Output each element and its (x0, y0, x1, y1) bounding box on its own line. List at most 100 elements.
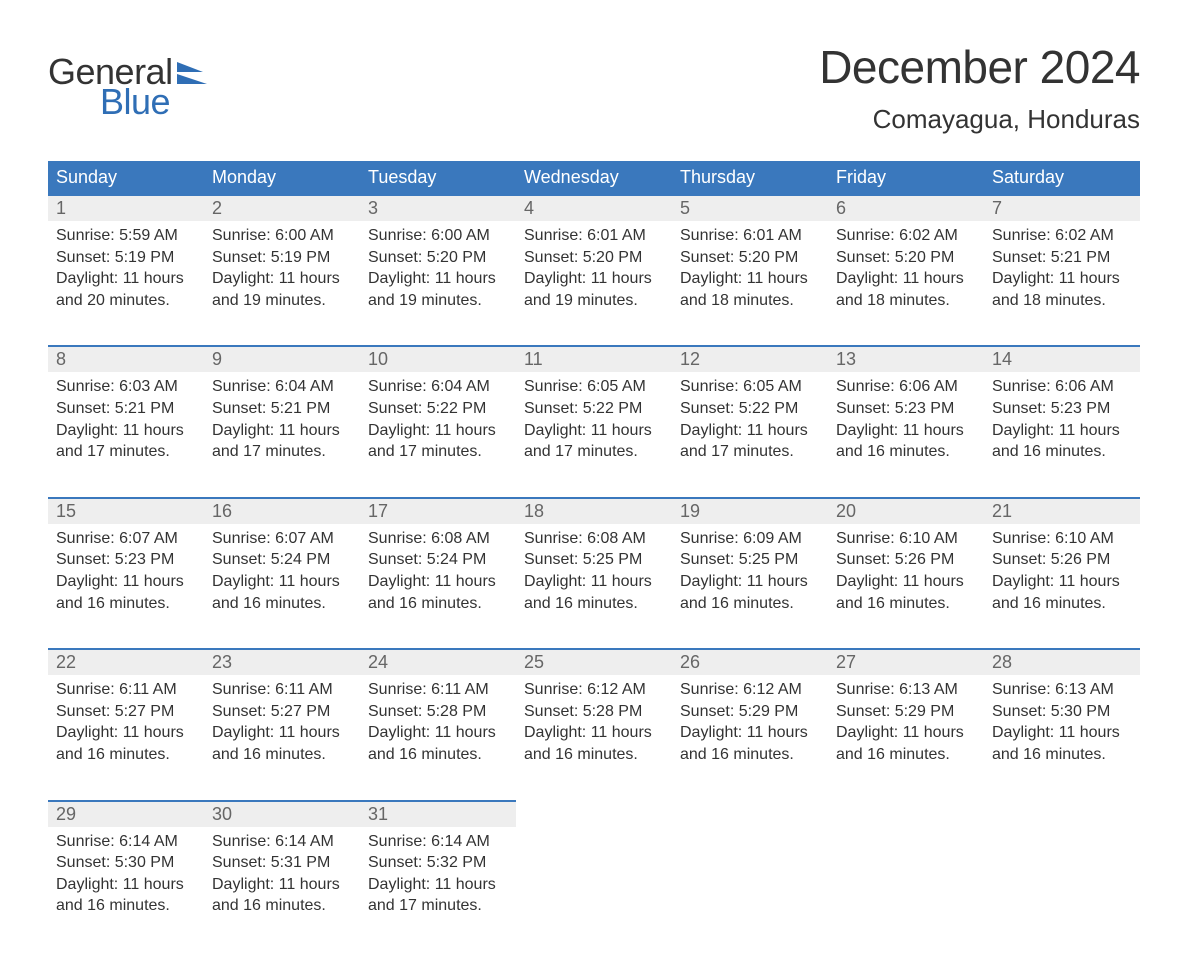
sunrise-text: Sunrise: 6:02 AM (992, 225, 1132, 247)
sunset-text: Sunset: 5:20 PM (524, 247, 664, 269)
sunrise-text: Sunrise: 6:04 AM (368, 376, 508, 398)
sunrise-text: Sunrise: 6:02 AM (836, 225, 976, 247)
daylight-text-line1: Daylight: 11 hours (836, 268, 976, 290)
sunrise-text: Sunrise: 6:14 AM (368, 831, 508, 853)
calendar-cell: 15Sunrise: 6:07 AMSunset: 5:23 PMDayligh… (48, 497, 204, 636)
day-number: 3 (360, 196, 516, 221)
daylight-text-line1: Daylight: 11 hours (56, 420, 196, 442)
sunset-text: Sunset: 5:21 PM (212, 398, 352, 420)
sunset-text: Sunset: 5:26 PM (992, 549, 1132, 571)
daylight-text-line1: Daylight: 11 hours (212, 722, 352, 744)
day-details: Sunrise: 6:07 AMSunset: 5:23 PMDaylight:… (48, 524, 204, 636)
day-number: 8 (48, 347, 204, 372)
daylight-text-line1: Daylight: 11 hours (524, 268, 664, 290)
daylight-text-line2: and 16 minutes. (368, 593, 508, 615)
day-number: 29 (48, 802, 204, 827)
sunrise-text: Sunrise: 6:12 AM (680, 679, 820, 701)
sunset-text: Sunset: 5:25 PM (680, 549, 820, 571)
daylight-text-line2: and 16 minutes. (836, 441, 976, 463)
daylight-text-line2: and 18 minutes. (836, 290, 976, 312)
daylight-text-line2: and 17 minutes. (56, 441, 196, 463)
sunrise-text: Sunrise: 6:06 AM (836, 376, 976, 398)
daylight-text-line1: Daylight: 11 hours (836, 722, 976, 744)
day-number: 11 (516, 347, 672, 372)
title-block: December 2024 Comayagua, Honduras (819, 40, 1140, 135)
day-number: 24 (360, 650, 516, 675)
sunset-text: Sunset: 5:19 PM (56, 247, 196, 269)
calendar-cell: 12Sunrise: 6:05 AMSunset: 5:22 PMDayligh… (672, 345, 828, 484)
sunset-text: Sunset: 5:20 PM (836, 247, 976, 269)
calendar-week-row: 22Sunrise: 6:11 AMSunset: 5:27 PMDayligh… (48, 648, 1140, 787)
daylight-text-line2: and 16 minutes. (680, 593, 820, 615)
sunrise-text: Sunrise: 6:11 AM (56, 679, 196, 701)
calendar-cell: 22Sunrise: 6:11 AMSunset: 5:27 PMDayligh… (48, 648, 204, 787)
day-number: 7 (984, 196, 1140, 221)
sunrise-text: Sunrise: 6:07 AM (212, 528, 352, 550)
calendar-cell: 25Sunrise: 6:12 AMSunset: 5:28 PMDayligh… (516, 648, 672, 787)
sunset-text: Sunset: 5:25 PM (524, 549, 664, 571)
day-details: Sunrise: 6:00 AMSunset: 5:20 PMDaylight:… (360, 221, 516, 333)
daylight-text-line1: Daylight: 11 hours (368, 571, 508, 593)
day-details: Sunrise: 6:11 AMSunset: 5:28 PMDaylight:… (360, 675, 516, 787)
daylight-text-line2: and 16 minutes. (836, 593, 976, 615)
daylight-text-line1: Daylight: 11 hours (56, 571, 196, 593)
day-details: Sunrise: 6:09 AMSunset: 5:25 PMDaylight:… (672, 524, 828, 636)
daylight-text-line1: Daylight: 11 hours (212, 571, 352, 593)
calendar-week-row: 8Sunrise: 6:03 AMSunset: 5:21 PMDaylight… (48, 345, 1140, 484)
daylight-text-line2: and 16 minutes. (992, 744, 1132, 766)
daylight-text-line1: Daylight: 11 hours (212, 268, 352, 290)
sunset-text: Sunset: 5:28 PM (524, 701, 664, 723)
sunset-text: Sunset: 5:21 PM (56, 398, 196, 420)
day-header: Friday (828, 161, 984, 194)
day-number: 21 (984, 499, 1140, 524)
sunset-text: Sunset: 5:32 PM (368, 852, 508, 874)
calendar-cell: 1Sunrise: 5:59 AMSunset: 5:19 PMDaylight… (48, 194, 204, 333)
calendar-week-row: 15Sunrise: 6:07 AMSunset: 5:23 PMDayligh… (48, 497, 1140, 636)
day-details: Sunrise: 6:14 AMSunset: 5:32 PMDaylight:… (360, 827, 516, 939)
day-header: Thursday (672, 161, 828, 194)
sunrise-text: Sunrise: 6:08 AM (368, 528, 508, 550)
calendar-cell: 17Sunrise: 6:08 AMSunset: 5:24 PMDayligh… (360, 497, 516, 636)
day-details: Sunrise: 6:10 AMSunset: 5:26 PMDaylight:… (828, 524, 984, 636)
sunset-text: Sunset: 5:23 PM (992, 398, 1132, 420)
calendar-cell: 26Sunrise: 6:12 AMSunset: 5:29 PMDayligh… (672, 648, 828, 787)
day-details: Sunrise: 6:01 AMSunset: 5:20 PMDaylight:… (672, 221, 828, 333)
daylight-text-line1: Daylight: 11 hours (836, 571, 976, 593)
row-spacer (48, 333, 1140, 345)
sunrise-text: Sunrise: 6:04 AM (212, 376, 352, 398)
daylight-text-line2: and 16 minutes. (56, 593, 196, 615)
page: General Blue December 2024 Comayagua, Ho… (0, 0, 1188, 979)
day-number: 26 (672, 650, 828, 675)
day-details: Sunrise: 6:04 AMSunset: 5:22 PMDaylight:… (360, 372, 516, 484)
day-details: Sunrise: 6:11 AMSunset: 5:27 PMDaylight:… (204, 675, 360, 787)
calendar-cell: 6Sunrise: 6:02 AMSunset: 5:20 PMDaylight… (828, 194, 984, 333)
sunrise-text: Sunrise: 6:07 AM (56, 528, 196, 550)
day-details: Sunrise: 6:04 AMSunset: 5:21 PMDaylight:… (204, 372, 360, 484)
daylight-text-line2: and 18 minutes. (680, 290, 820, 312)
row-spacer (48, 788, 1140, 800)
calendar-cell: 10Sunrise: 6:04 AMSunset: 5:22 PMDayligh… (360, 345, 516, 484)
calendar-cell: 7 Sunrise: 6:02 AMSunset: 5:21 PMDaylight… (984, 194, 1140, 333)
day-number: 1 (48, 196, 204, 221)
calendar-cell: 23Sunrise: 6:11 AMSunset: 5:27 PMDayligh… (204, 648, 360, 787)
sunset-text: Sunset: 5:24 PM (212, 549, 352, 571)
calendar-cell: 16Sunrise: 6:07 AMSunset: 5:24 PMDayligh… (204, 497, 360, 636)
day-details: Sunrise: 6:00 AMSunset: 5:19 PMDaylight:… (204, 221, 360, 333)
daylight-text-line2: and 20 minutes. (56, 290, 196, 312)
daylight-text-line1: Daylight: 11 hours (992, 268, 1132, 290)
daylight-text-line1: Daylight: 11 hours (368, 874, 508, 896)
daylight-text-line2: and 16 minutes. (56, 744, 196, 766)
daylight-text-line1: Daylight: 11 hours (992, 420, 1132, 442)
calendar-cell: 27Sunrise: 6:13 AMSunset: 5:29 PMDayligh… (828, 648, 984, 787)
daylight-text-line1: Daylight: 11 hours (992, 722, 1132, 744)
location: Comayagua, Honduras (819, 104, 1140, 135)
daylight-text-line1: Daylight: 11 hours (680, 420, 820, 442)
day-details: Sunrise: 6:13 AMSunset: 5:30 PMDaylight:… (984, 675, 1140, 787)
sunset-text: Sunset: 5:21 PM (992, 247, 1132, 269)
sunrise-text: Sunrise: 6:05 AM (524, 376, 664, 398)
day-details: Sunrise: 6:03 AMSunset: 5:21 PMDaylight:… (48, 372, 204, 484)
calendar-cell: 21Sunrise: 6:10 AMSunset: 5:26 PMDayligh… (984, 497, 1140, 636)
day-details: Sunrise: 6:12 AMSunset: 5:29 PMDaylight:… (672, 675, 828, 787)
day-number: 15 (48, 499, 204, 524)
day-header: Monday (204, 161, 360, 194)
